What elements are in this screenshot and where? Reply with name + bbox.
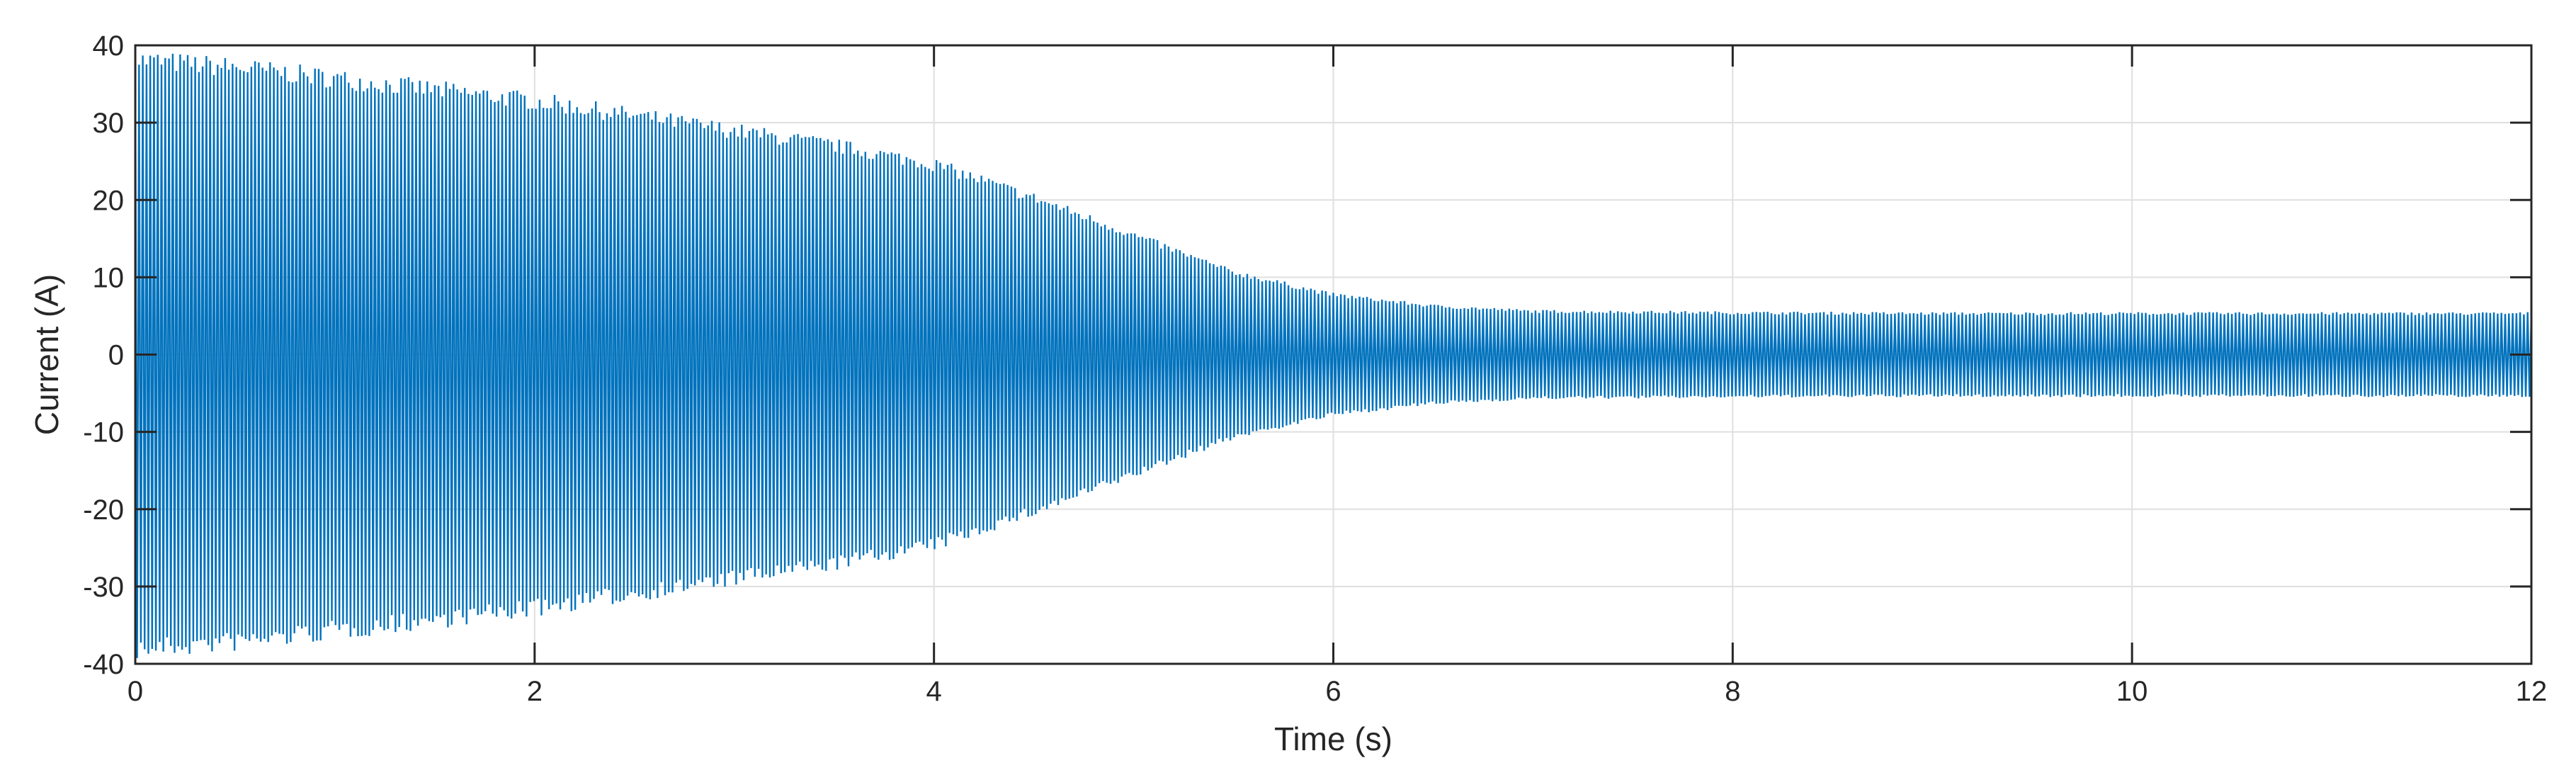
y-tick-label: -30	[83, 572, 124, 603]
y-tick-labels: -40 -30 -20 -10 0 10 20 30 40	[83, 30, 124, 680]
x-tick-label: 8	[1725, 676, 1740, 707]
x-tick-label: 6	[1325, 676, 1341, 707]
x-tick-label: 4	[926, 676, 942, 707]
x-tick-label: 2	[527, 676, 543, 707]
y-tick-label: -40	[83, 649, 124, 680]
y-tick-label: 0	[108, 340, 124, 371]
x-tick-label: 0	[127, 676, 143, 707]
x-axis-label: Time (s)	[1274, 720, 1392, 757]
y-tick-label: 10	[93, 262, 125, 293]
x-tick-label: 10	[2116, 676, 2148, 707]
y-tick-label: 30	[93, 108, 125, 139]
y-tick-label: -10	[83, 417, 124, 448]
x-tick-label: 12	[2516, 676, 2548, 707]
x-tick-labels: 0 2 4 6 8 10 12	[127, 676, 2547, 707]
current-series-line	[135, 53, 2531, 658]
y-axis-label: Current (A)	[28, 274, 65, 435]
y-tick-label: -20	[83, 494, 124, 526]
y-tick-label: 20	[93, 185, 125, 216]
signal-trace	[135, 53, 2531, 658]
y-tick-label: 40	[93, 30, 125, 62]
plot-frame	[134, 44, 2533, 665]
